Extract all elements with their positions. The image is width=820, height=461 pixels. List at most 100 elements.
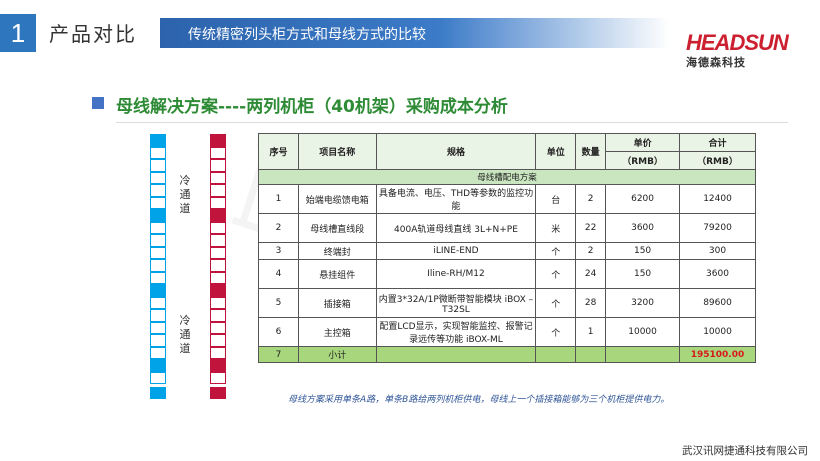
title-banner: 传统精密列头柜方式和母线方式的比较 [160, 18, 670, 48]
cell-item: 母线槽直线段 [297, 213, 377, 243]
rack-cell [210, 359, 226, 372]
cell-spec: 内置3*32A/1P微断带智能模块 iBOX –T32SL [375, 288, 537, 318]
rack-cell [210, 134, 226, 147]
cell-qty: 2 [575, 242, 607, 260]
cell-unit: 个 [535, 242, 577, 260]
rack-cell [210, 296, 226, 309]
rack-cell [150, 159, 166, 172]
cell-index: 6 [258, 317, 299, 347]
rack-cell [150, 234, 166, 247]
cell-index: 5 [258, 288, 299, 318]
cell-item: 主控箱 [297, 317, 377, 347]
cell-qty: 2 [575, 184, 607, 214]
cell-qty: 24 [575, 259, 607, 289]
company-name: 武汉讯网捷通科技有限公司 [682, 445, 808, 457]
header-unit: 单位 [535, 133, 577, 170]
table-row: 3 终端封 iLINE-END 个 2 150 300 [258, 242, 756, 260]
rack-cell [210, 184, 226, 197]
rack-cell [210, 371, 226, 384]
logo-chinese-name: 海德森科技 [686, 56, 746, 69]
table-row: 5 插接箱 内置3*32A/1P微断带智能模块 iBOX –T32SL 个 28… [258, 288, 756, 318]
rack-cell [210, 234, 226, 247]
bullet-square-icon [92, 97, 104, 109]
rack-cell [150, 284, 166, 297]
rack-cell [210, 159, 226, 172]
cell-index: 1 [258, 184, 299, 214]
rack-cell [210, 171, 226, 184]
rack-cell [150, 146, 166, 159]
red-rack-row [210, 134, 226, 414]
header-spec: 规格 [375, 133, 537, 170]
cell-price: 150 [605, 242, 681, 260]
rack-cell [150, 196, 166, 209]
table-row: 6 主控箱 配置LCD显示，实现智能监控、报警记录远传等功能 iBOX-ML 个… [258, 317, 756, 347]
table-caption: 母线槽配电方案 [258, 169, 756, 185]
cell-item: 悬挂组件 [297, 259, 377, 289]
rack-cell [150, 259, 166, 272]
rack-cell [210, 309, 226, 322]
rack-cell [210, 146, 226, 159]
cell-index: 3 [258, 242, 299, 260]
cell-price: 3200 [605, 288, 681, 318]
rack-cell [150, 271, 166, 284]
rack-cell [210, 271, 226, 284]
cell-index: 4 [258, 259, 299, 289]
header-item: 项目名称 [297, 133, 377, 170]
cell-price: 150 [605, 259, 681, 289]
rack-diagram: 冷通道 冷通道 [140, 134, 240, 414]
cell-unit: 个 [535, 259, 577, 289]
cell-unit: 个 [535, 288, 577, 318]
rack-cell [210, 321, 226, 334]
subtotal-label: 小计 [297, 346, 377, 363]
cell-index: 2 [258, 213, 299, 243]
cell-unit: 个 [535, 317, 577, 347]
cell-spec: 具备电流、电压、THD等参数的监控功能 [375, 184, 537, 214]
cell-price: 10000 [605, 317, 681, 347]
subtotal-value: 195100.00 [679, 346, 756, 363]
rack-cell [210, 246, 226, 259]
rack-cell [150, 209, 166, 222]
table-row: 1 始端电缆馈电箱 具备电流、电压、THD等参数的监控功能 台 2 6200 1… [258, 184, 756, 214]
rack-cell [210, 221, 226, 234]
aisle-label-top: 冷通道 [179, 174, 191, 215]
cell-item: 始端电缆馈电箱 [297, 184, 377, 214]
rack-cell [210, 334, 226, 347]
cell-price: 6200 [605, 184, 681, 214]
cell-spec: iLINE-END [375, 242, 537, 260]
cell-total: 3600 [679, 259, 756, 289]
rack-cell [210, 259, 226, 272]
header-unit-price: 单价 [605, 133, 681, 152]
rack-power-stub [210, 387, 226, 399]
table-row: 2 母线槽直线段 400A轨道母线直线 3L+N+PE 米 22 3600 79… [258, 213, 756, 243]
cell-qty: 22 [575, 213, 607, 243]
divider [116, 122, 788, 123]
cell-total: 89600 [679, 288, 756, 318]
subtotal-row: 7 小计 195100.00 [258, 346, 756, 363]
logo-brand: HEADSUN [686, 30, 789, 55]
rack-cell [150, 134, 166, 147]
cell-total: 79200 [679, 213, 756, 243]
rack-cell [150, 171, 166, 184]
rack-cell [150, 346, 166, 359]
header-qty: 数量 [575, 133, 607, 170]
cell-qty: 28 [575, 288, 607, 318]
cell-unit: 米 [535, 213, 577, 243]
rack-cell [150, 321, 166, 334]
cell-price: 3600 [605, 213, 681, 243]
rack-cell [150, 221, 166, 234]
header-unit-price-currency: （RMB） [605, 151, 681, 170]
rack-cell [150, 334, 166, 347]
cell-total: 12400 [679, 184, 756, 214]
rack-cell [210, 196, 226, 209]
rack-power-stub [150, 387, 166, 399]
cell-item: 插接箱 [297, 288, 377, 318]
cell-item: 终端封 [297, 242, 377, 260]
cell-spec: 配置LCD显示，实现智能监控、报警记录远传等功能 iBOX-ML [375, 317, 537, 347]
cell-qty: 1 [575, 317, 607, 347]
rack-cell [150, 246, 166, 259]
rack-cell [150, 371, 166, 384]
cost-table: 母线槽配电方案 序号 项目名称 规格 单位 数量 单价 合计 （RMB） （RM… [258, 133, 756, 363]
blue-rack-row [150, 134, 166, 414]
rack-cell [210, 284, 226, 297]
